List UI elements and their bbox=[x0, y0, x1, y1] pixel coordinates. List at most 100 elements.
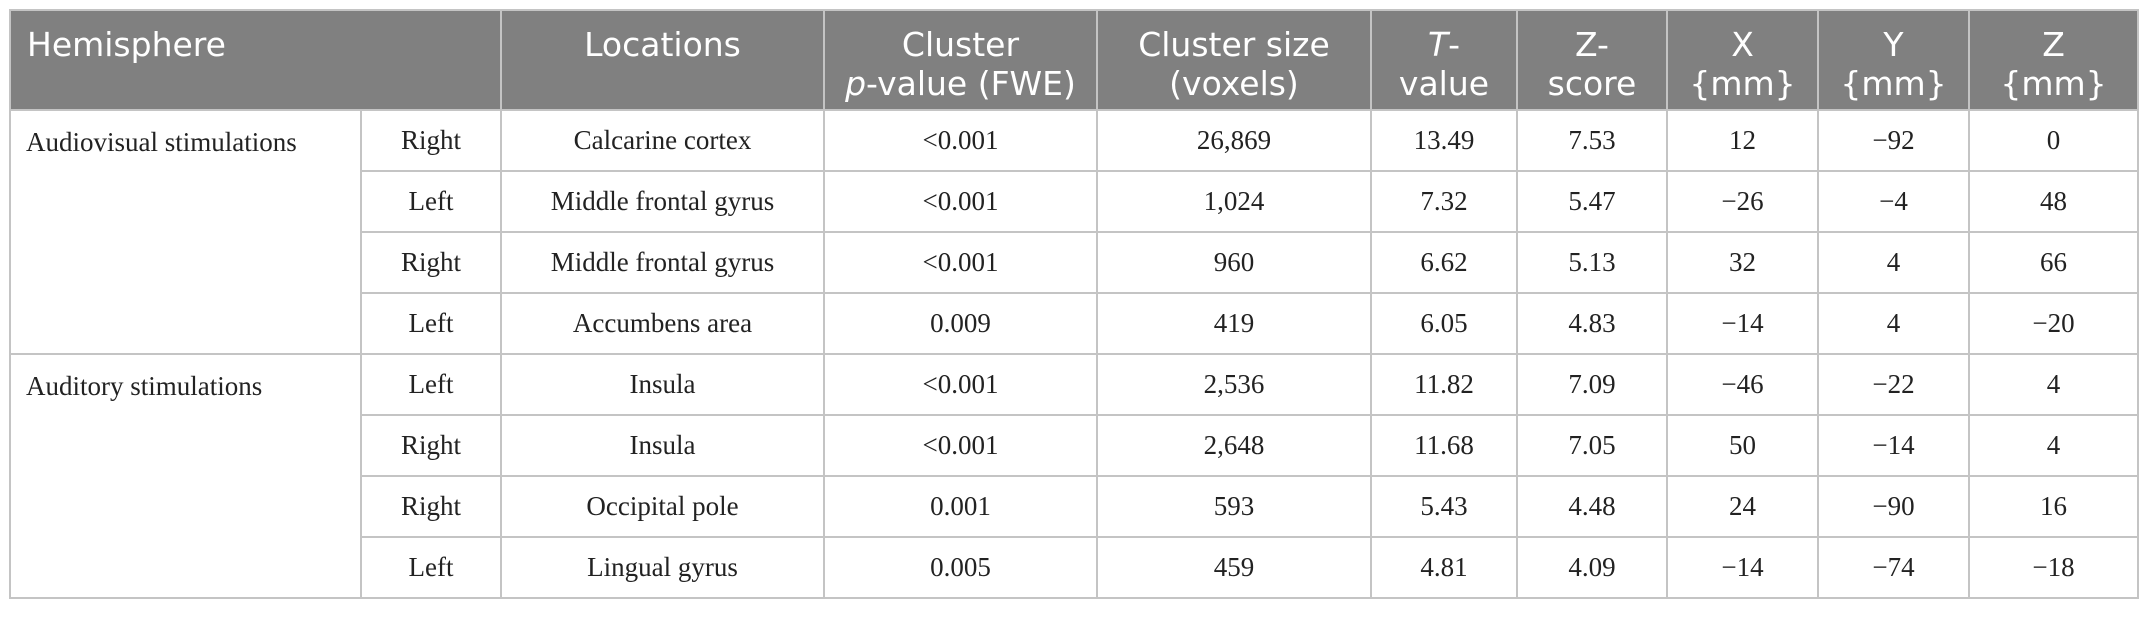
header-z-score-line1: Z- bbox=[1575, 25, 1609, 64]
cell-z-mm: 4 bbox=[1968, 414, 2139, 477]
cell-z-mm: 48 bbox=[1968, 170, 2139, 233]
cell-x-mm: 24 bbox=[1666, 475, 1819, 538]
cell-y-mm: −74 bbox=[1817, 536, 1970, 599]
table-row: Right Middle frontal gyrus <0.001 960 6.… bbox=[10, 231, 2139, 294]
header-x-mm: X {mm} bbox=[1666, 9, 1819, 111]
cell-x-mm: 32 bbox=[1666, 231, 1819, 294]
header-t-italic: T bbox=[1427, 25, 1449, 64]
cell-location: Insula bbox=[500, 353, 825, 416]
cell-z-mm: −18 bbox=[1968, 536, 2139, 599]
cell-cluster-p: <0.001 bbox=[823, 170, 1098, 233]
cell-side: Right bbox=[360, 231, 502, 294]
cell-t-value: 6.62 bbox=[1370, 231, 1518, 294]
cell-y-mm: −14 bbox=[1817, 414, 1970, 477]
header-t-value-line2: value bbox=[1398, 64, 1490, 103]
header-y-mm-line1: Y bbox=[1883, 25, 1904, 64]
cell-side: Left bbox=[360, 536, 502, 599]
cell-t-value: 5.43 bbox=[1370, 475, 1518, 538]
header-row: Hemisphere Locations Cluster p-value (FW… bbox=[9, 9, 2139, 111]
cell-cluster-size: 459 bbox=[1096, 536, 1372, 599]
cell-z-mm: 16 bbox=[1968, 475, 2139, 538]
cell-cluster-p: 0.001 bbox=[823, 475, 1098, 538]
cell-z-mm: 0 bbox=[1968, 109, 2139, 172]
cell-cluster-p: <0.001 bbox=[823, 414, 1098, 477]
cell-y-mm: −4 bbox=[1817, 170, 1970, 233]
cell-side: Right bbox=[360, 109, 502, 172]
cell-x-mm: −46 bbox=[1666, 353, 1819, 416]
cell-location: Middle frontal gyrus bbox=[500, 231, 825, 294]
header-y-mm: Y {mm} bbox=[1817, 9, 1970, 111]
header-z-mm-line1: Z bbox=[2042, 25, 2065, 64]
header-z-mm: Z {mm} bbox=[1968, 9, 2139, 111]
cell-cluster-p: 0.005 bbox=[823, 536, 1098, 599]
cell-cluster-p: <0.001 bbox=[823, 231, 1098, 294]
header-cluster-p: Cluster p-value (FWE) bbox=[823, 9, 1098, 111]
header-x-mm-line1: X bbox=[1731, 25, 1754, 64]
cell-z-mm: 4 bbox=[1968, 353, 2139, 416]
cell-y-mm: 4 bbox=[1817, 231, 1970, 294]
cell-y-mm: −92 bbox=[1817, 109, 1970, 172]
cell-location: Calcarine cortex bbox=[500, 109, 825, 172]
table-row: Auditory stimulations Left Insula <0.001… bbox=[9, 353, 2139, 599]
cell-side: Left bbox=[360, 170, 502, 233]
group-label-auditory: Auditory stimulations bbox=[9, 353, 362, 599]
cell-t-value: 4.81 bbox=[1370, 536, 1518, 599]
table-row: Right Insula <0.001 2,648 11.68 7.05 50 … bbox=[10, 414, 2139, 477]
cell-x-mm: −26 bbox=[1666, 170, 1819, 233]
header-t-value-line1: T- bbox=[1372, 25, 1516, 64]
table-body: Audiovisual stimulations Right Calcarine… bbox=[9, 109, 2139, 599]
header-z-mm-line2: {mm} bbox=[2000, 64, 2107, 103]
cell-y-mm: −22 bbox=[1817, 353, 1970, 416]
cell-z-score: 7.53 bbox=[1516, 109, 1668, 172]
cell-location: Occipital pole bbox=[500, 475, 825, 538]
header-locations-text: Locations bbox=[584, 25, 741, 64]
group-label-audiovisual: Audiovisual stimulations bbox=[9, 109, 362, 355]
cell-cluster-size: 2,536 bbox=[1096, 353, 1372, 416]
cell-y-mm: −90 bbox=[1817, 475, 1970, 538]
cell-cluster-size: 593 bbox=[1096, 475, 1372, 538]
cell-t-value: 11.82 bbox=[1370, 353, 1518, 416]
header-hemisphere: Hemisphere bbox=[9, 9, 502, 111]
cell-t-value: 13.49 bbox=[1370, 109, 1518, 172]
header-cluster-p-italic: p bbox=[845, 64, 867, 103]
cell-cluster-size: 26,869 bbox=[1096, 109, 1372, 172]
cell-z-score: 4.83 bbox=[1516, 292, 1668, 355]
cell-side: Right bbox=[360, 475, 502, 538]
header-cluster-size-line2: (voxels) bbox=[1169, 64, 1299, 103]
cell-cluster-p: <0.001 bbox=[823, 353, 1098, 416]
cell-x-mm: 50 bbox=[1666, 414, 1819, 477]
cell-cluster-p: <0.001 bbox=[823, 109, 1098, 172]
cell-y-mm: 4 bbox=[1817, 292, 1970, 355]
cell-x-mm: 12 bbox=[1666, 109, 1819, 172]
cell-location: Middle frontal gyrus bbox=[500, 170, 825, 233]
cell-cluster-size: 960 bbox=[1096, 231, 1372, 294]
table-row: Left Lingual gyrus 0.005 459 4.81 4.09 −… bbox=[10, 536, 2139, 599]
cell-z-score: 4.09 bbox=[1516, 536, 1668, 599]
cell-t-value: 7.32 bbox=[1370, 170, 1518, 233]
header-locations: Locations bbox=[500, 9, 825, 111]
header-x-mm-line2: {mm} bbox=[1689, 64, 1796, 103]
cell-cluster-size: 1,024 bbox=[1096, 170, 1372, 233]
cell-z-mm: −20 bbox=[1968, 292, 2139, 355]
header-cluster-p-line2: p-value (FWE) bbox=[825, 64, 1096, 103]
cell-location: Accumbens area bbox=[500, 292, 825, 355]
header-z-score: Z- score bbox=[1516, 9, 1668, 111]
table-row: Right Occipital pole 0.001 593 5.43 4.48… bbox=[10, 475, 2139, 538]
cell-z-score: 7.05 bbox=[1516, 414, 1668, 477]
header-cluster-p-line1: Cluster bbox=[901, 25, 1020, 64]
header-y-mm-line2: {mm} bbox=[1840, 64, 1947, 103]
table-row: Left Middle frontal gyrus <0.001 1,024 7… bbox=[10, 170, 2139, 233]
cell-side: Left bbox=[360, 353, 502, 416]
cell-side: Left bbox=[360, 292, 502, 355]
results-table-container: Hemisphere Locations Cluster p-value (FW… bbox=[9, 9, 2139, 599]
cell-location: Insula bbox=[500, 414, 825, 477]
header-cluster-size: Cluster size (voxels) bbox=[1096, 9, 1372, 111]
cell-cluster-p: 0.009 bbox=[823, 292, 1098, 355]
cell-location: Lingual gyrus bbox=[500, 536, 825, 599]
cell-z-score: 5.13 bbox=[1516, 231, 1668, 294]
header-t-value: T- value bbox=[1370, 9, 1518, 111]
cell-x-mm: −14 bbox=[1666, 292, 1819, 355]
cell-z-score: 5.47 bbox=[1516, 170, 1668, 233]
cell-x-mm: −14 bbox=[1666, 536, 1819, 599]
header-z-score-line2: score bbox=[1547, 64, 1637, 103]
